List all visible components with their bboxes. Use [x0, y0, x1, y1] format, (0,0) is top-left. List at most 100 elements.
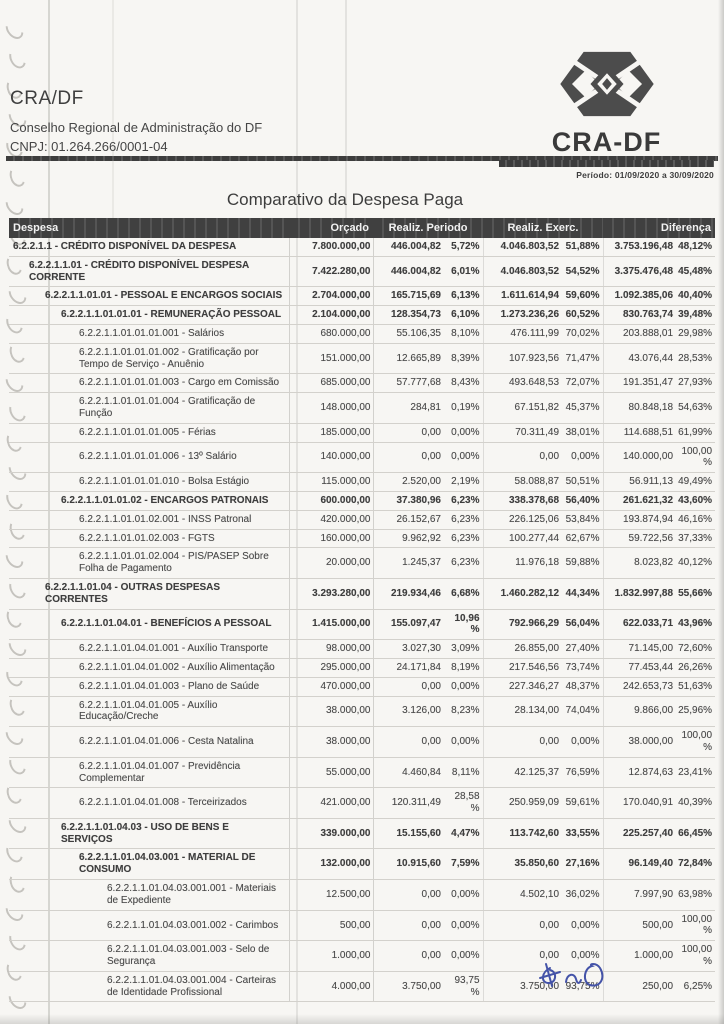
cell-realiz-exerc-valor: 35.850,60	[482, 848, 562, 881]
table-row: 6.2.2.1.1.01.01.02.003 - FGTS 160.000,00…	[9, 529, 716, 549]
cell-realiz-exerc-pct: 56,40%	[561, 491, 604, 511]
cell-realiz-periodo-pct: 6,23%	[443, 547, 484, 579]
table-row: 6.2.2.1.1.01.04.03.001.004 - Carteiras d…	[9, 971, 716, 1003]
column-header-orcado: Orçado	[289, 218, 373, 238]
cell-realiz-periodo-pct: 6,10%	[443, 305, 484, 325]
table-row: 6.2.2.1.1.01.01.02.004 - PIS/PASEP Sobre…	[9, 547, 716, 579]
cell-realiz-exerc-pct: 54,52%	[561, 256, 604, 288]
cell-realiz-exerc-pct: 74,04%	[561, 696, 604, 728]
cell-realiz-periodo-valor: 2.520,00	[372, 472, 443, 492]
cell-realiz-exerc-valor: 26.855,00	[482, 639, 562, 659]
cell-realiz-periodo-valor: 3.027,30	[372, 639, 443, 659]
cell-realiz-exerc-valor: 42.125,37	[482, 757, 562, 789]
column-header-despesa: Despesa	[9, 218, 289, 238]
cell-realiz-exerc-pct: 33,55%	[561, 818, 604, 850]
cell-diferenca-valor: 170.040,91	[602, 787, 676, 819]
cell-realiz-periodo-pct: 8,10%	[443, 324, 484, 344]
cell-realiz-exerc-valor: 100.277,44	[482, 529, 562, 549]
cell-realiz-periodo-pct: 4,47%	[443, 818, 484, 850]
table-row: 6.2.2.1.1.01.04.03.001.003 - Selo de Seg…	[9, 940, 716, 972]
cell-diferenca-pct: 37,33%	[675, 529, 716, 549]
cell-realiz-periodo-pct: 5,72%	[443, 238, 484, 257]
cell-realiz-exerc-pct: 70,02%	[561, 324, 604, 344]
cell-realiz-periodo-valor: 24.171,84	[372, 658, 443, 678]
cell-diferenca-valor: 1.000,00	[602, 940, 676, 972]
cell-realiz-exerc-pct: 0,00%	[561, 910, 604, 942]
cell-despesa: 6.2.2.1.1 - CRÉDITO DISPONÍVEL DA DESPES…	[9, 238, 289, 257]
cell-realiz-periodo-pct: 6,13%	[443, 286, 484, 307]
cell-realiz-exerc-valor: 28.134,00	[482, 696, 562, 728]
cell-realiz-exerc-valor: 1.611.614,94	[482, 286, 562, 307]
cell-realiz-periodo-pct: 6,01%	[443, 256, 484, 288]
cell-diferenca-pct: 66,45%	[675, 818, 716, 850]
cell-realiz-periodo-valor: 446.004,82	[372, 238, 443, 257]
cell-realiz-exerc-pct: 76,59%	[561, 757, 604, 789]
cell-realiz-periodo-pct: 93,75 %	[443, 971, 484, 1003]
table-row: 6.2.2.1.1.01.01.01.001 - Salários 680.00…	[9, 324, 716, 344]
page-title: Comparativo da Despesa Paga	[226, 190, 464, 209]
cell-diferenca-valor: 191.351,47	[602, 373, 676, 394]
cell-despesa: 6.2.2.1.1.01.01 - PESSOAL E ENCARGOS SOC…	[9, 286, 289, 307]
expense-table: Despesa Orçado Realiz. Periodo Realiz. E…	[9, 218, 716, 1003]
cell-realiz-periodo-pct: 0,19%	[443, 392, 484, 424]
cell-realiz-periodo-valor: 0,00	[372, 910, 443, 942]
cell-realiz-periodo-pct: 0,00%	[443, 879, 484, 911]
cell-realiz-periodo-valor: 0,00	[372, 423, 443, 443]
cell-realiz-exerc-valor: 493.648,53	[482, 373, 562, 394]
cell-despesa: 6.2.2.1.1.01.04.03.001.001 - Materiais d…	[9, 879, 289, 911]
cell-realiz-periodo-pct: 8,11%	[443, 757, 484, 789]
cell-diferenca-valor: 12.874,63	[602, 757, 676, 789]
cell-realiz-exerc-valor: 338.378,68	[482, 491, 562, 511]
cell-diferenca-valor: 9.866,00	[602, 696, 676, 728]
cell-diferenca-pct: 29,98%	[675, 324, 716, 344]
cell-orcado: 185.000,00	[288, 423, 373, 443]
cell-despesa: 6.2.2.1.1.01.04.03 - USO DE BENS E SERVI…	[9, 818, 289, 850]
cell-realiz-exerc-pct: 48,37%	[561, 677, 604, 697]
cell-orcado: 339.000,00	[288, 818, 373, 850]
cell-realiz-periodo-valor: 120.311,49	[372, 787, 443, 819]
cell-realiz-periodo-valor: 284,81	[372, 392, 443, 424]
cell-realiz-exerc-valor: 58.088,87	[482, 472, 562, 492]
table-row: 6.2.2.1.1.01.04.01.008 - Terceirizados 4…	[9, 787, 716, 819]
cell-diferenca-pct: 25,96%	[675, 696, 716, 728]
cell-realiz-periodo-valor: 0,00	[372, 442, 443, 474]
cell-realiz-exerc-valor: 4.046.803,52	[482, 256, 562, 288]
cell-diferenca-pct: 46,16%	[675, 510, 716, 530]
cell-realiz-periodo-pct: 0,00%	[443, 726, 484, 758]
cell-realiz-exerc-valor: 113.742,60	[482, 818, 562, 850]
cell-realiz-periodo-valor: 10.915,60	[372, 848, 443, 881]
scan-streak	[112, 0, 114, 220]
cell-realiz-periodo-valor: 0,00	[372, 879, 443, 911]
table-row: 6.2.2.1.1.01.01.01 - REMUNERAÇÃO PESSOAL…	[9, 305, 716, 325]
header-rule	[6, 156, 718, 161]
cell-realiz-exerc-pct: 56,04%	[561, 609, 604, 641]
table-row: 6.2.2.1.1.01 - CRÉDITO DISPONÍVEL DESPES…	[9, 256, 716, 288]
cell-orcado: 98.000,00	[288, 639, 373, 659]
cell-orcado: 2.704.000,00	[288, 286, 373, 307]
cell-diferenca-pct: 72,84%	[675, 848, 716, 881]
cell-diferenca-valor: 193.874,94	[602, 510, 676, 530]
table-row: 6.2.2.1.1.01.01 - PESSOAL E ENCARGOS SOC…	[9, 286, 716, 307]
cell-realiz-exerc-pct: 73,74%	[561, 658, 604, 678]
cell-orcado: 20.000,00	[288, 547, 373, 579]
cell-diferenca-pct: 72,60%	[675, 639, 716, 659]
cell-despesa: 6.2.2.1.1.01.04.01.008 - Terceirizados	[9, 787, 289, 819]
cell-diferenca-pct: 51,63%	[675, 677, 716, 697]
cell-despesa: 6.2.2.1.1.01.04.01.005 - Auxílio Educaçã…	[9, 696, 289, 728]
cell-diferenca-valor: 250,00	[602, 971, 676, 1003]
table-row: 6.2.2.1.1.01.04.01.005 - Auxílio Educaçã…	[9, 696, 716, 728]
cell-realiz-periodo-valor: 3.750,00	[372, 971, 443, 1003]
cell-diferenca-valor: 8.023,82	[602, 547, 676, 579]
cell-diferenca-valor: 261.621,32	[602, 491, 676, 511]
cell-despesa: 6.2.2.1.1.01.04.01.003 - Plano de Saúde	[9, 677, 289, 697]
cell-realiz-exerc-valor: 476.111,99	[482, 324, 562, 344]
cell-realiz-periodo-valor: 446.004,82	[372, 256, 443, 288]
cell-diferenca-pct: 43,60%	[675, 491, 716, 511]
table-row: 6.2.2.1.1.01.01.01.004 - Gratificação de…	[9, 392, 716, 424]
table-row: 6.2.2.1.1.01.01.01.006 - 13º Salário 140…	[9, 442, 716, 474]
cell-realiz-exerc-pct: 62,67%	[561, 529, 604, 549]
cell-diferenca-pct: 39,48%	[675, 305, 716, 325]
cell-orcado: 7.800.000,00	[288, 238, 373, 257]
cell-despesa: 6.2.2.1.1.01.04.01.006 - Cesta Natalina	[9, 726, 289, 758]
table-row: 6.2.2.1.1.01.04.01 - BENEFÍCIOS A PESSOA…	[9, 609, 716, 641]
